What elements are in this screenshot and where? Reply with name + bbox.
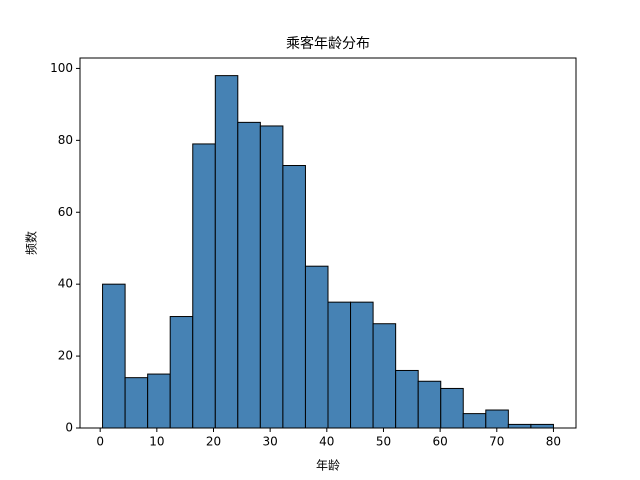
- bar: [417, 380, 442, 429]
- chart-title: 乘客年龄分布: [286, 35, 370, 52]
- bar: [395, 369, 419, 429]
- bar: [237, 121, 261, 429]
- x-tick-label: 30: [263, 435, 278, 449]
- x-tick-label: 20: [206, 435, 221, 449]
- x-tick-label: 50: [376, 435, 391, 449]
- y-tick-label: 0: [65, 421, 73, 435]
- bar: [102, 283, 126, 429]
- x-tick-label: 80: [546, 435, 561, 449]
- x-tick-label: 0: [96, 435, 104, 449]
- bar: [530, 423, 554, 429]
- y-tick-label: 40: [58, 277, 73, 291]
- x-tick-label: 60: [432, 435, 447, 449]
- bar: [192, 143, 216, 429]
- bar: [327, 301, 352, 429]
- bar: [485, 409, 509, 429]
- bar: [124, 377, 149, 429]
- y-tick-label: 60: [58, 205, 73, 219]
- y-tick-label: 80: [58, 133, 73, 147]
- bar: [147, 373, 171, 429]
- y-axis-label: 频数: [24, 231, 39, 255]
- bar: [350, 301, 374, 429]
- x-tick-label: 70: [489, 435, 504, 449]
- bar: [304, 265, 329, 429]
- bar: [259, 125, 284, 429]
- bar: [169, 316, 194, 429]
- x-tick-label: 40: [319, 435, 334, 449]
- x-tick-label: 10: [149, 435, 164, 449]
- bar: [440, 387, 464, 429]
- y-tick-label: 100: [50, 61, 73, 75]
- bar: [282, 165, 306, 429]
- bar: [214, 75, 239, 429]
- y-tick-label: 20: [58, 349, 73, 363]
- x-axis-label: 年龄: [316, 459, 340, 473]
- bar: [507, 423, 532, 429]
- bar: [462, 413, 487, 429]
- bar: [372, 323, 397, 429]
- plot-frame: [79, 57, 577, 429]
